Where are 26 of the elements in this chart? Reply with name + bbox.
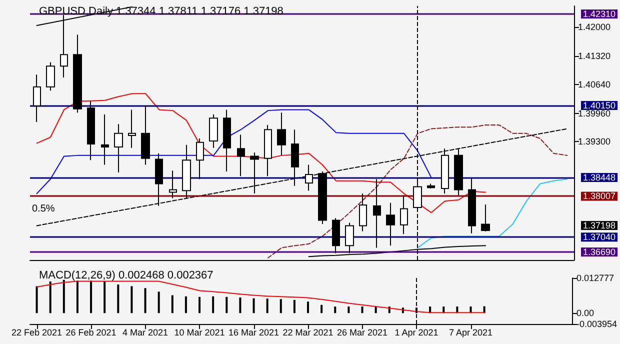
ref-line-label: 1.40150 [583,100,616,110]
x-tick-label: 1 Apr 2021 [394,328,438,338]
y-tick-label: 1.41320 [578,50,611,61]
x-tick-label: 22 Feb 2021 [12,328,62,338]
y-tick-label: 1.40640 [578,80,611,90]
y-tick-label: 0.00 [576,308,594,318]
x-tick-label: 10 Mar 2021 [174,328,225,338]
y-tick-label: -0.003954 [576,319,618,329]
ref-line-label: 1.38007 [583,191,616,202]
y-tick-label: 1.42000 [578,22,611,32]
y-tick-label: 1.39960 [578,108,611,119]
ref-line-label: 1.36690 [583,246,616,257]
x-tick-label: 26 Mar 2021 [336,328,388,338]
ref-line-label: 1.38448 [583,172,616,183]
chart-title: MACD(12,26,9) 0.002468 0.002367 [39,270,214,282]
x-tick-label: 26 Feb 2021 [66,328,116,338]
x-tick-label: 7 Apr 2021 [448,328,493,338]
ref-line-label: 1.37040 [583,232,616,242]
y-tick-label: 0.012777 [576,273,614,283]
x-tick-label: 4 Mar 2021 [122,328,168,338]
annotation: 0.5% [32,204,55,214]
ref-line-label: 1.42310 [583,9,616,20]
x-tick-label: 16 Mar 2021 [228,328,280,338]
text: 1.37198 [583,220,616,230]
x-tick-label: 22 Mar 2021 [282,328,334,338]
y-tick-label: 1.39300 [578,136,611,146]
